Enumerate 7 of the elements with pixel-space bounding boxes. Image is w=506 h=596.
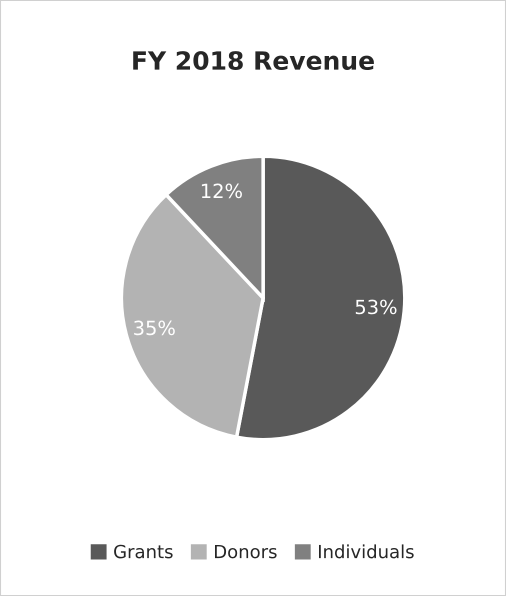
data-label: 12%: [202, 184, 242, 198]
data-label: 35%: [134, 320, 175, 336]
chart-title: FY 2018 Revenue: [133, 51, 374, 70]
legend-label: Donors: [215, 544, 277, 558]
legend-label: Individuals: [318, 544, 414, 558]
data-label: 53%: [356, 300, 396, 314]
legend-label: Grants: [114, 544, 173, 558]
